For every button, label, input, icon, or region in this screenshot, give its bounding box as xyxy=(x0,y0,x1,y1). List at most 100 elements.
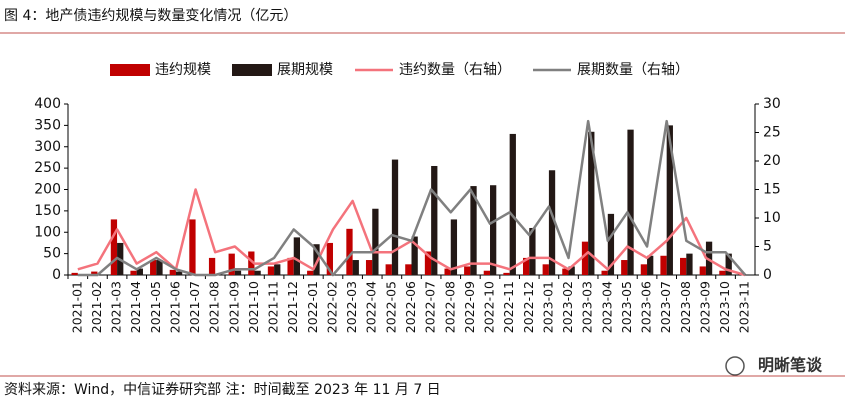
x-tick-label: 2021-07 xyxy=(187,281,202,333)
x-tick-label: 2021-09 xyxy=(226,281,241,333)
bar xyxy=(313,244,320,275)
bar xyxy=(680,257,687,275)
bar xyxy=(444,268,451,275)
bar xyxy=(71,272,78,275)
y-tick-label: 50 xyxy=(43,246,61,262)
x-tick-label: 2022-09 xyxy=(462,281,477,333)
x-tick-label: 2023-04 xyxy=(599,281,614,333)
x-tick-label: 2022-12 xyxy=(521,281,536,333)
bar xyxy=(725,253,732,275)
bar xyxy=(666,125,673,275)
bar xyxy=(130,270,137,275)
x-tick-label: 2023-08 xyxy=(678,281,693,333)
bar xyxy=(621,260,628,275)
bar xyxy=(627,129,634,275)
bar xyxy=(640,264,648,275)
legend-label: 展期数量（右轴） xyxy=(577,62,689,78)
y-tick-label: 350 xyxy=(34,117,61,133)
bar xyxy=(385,264,392,275)
bar xyxy=(542,264,549,275)
legend-swatch xyxy=(232,64,272,76)
y2-tick-label: 30 xyxy=(763,96,781,112)
x-tick-label: 2023-11 xyxy=(737,281,752,333)
legend-label: 违约数量（右轴） xyxy=(399,62,511,78)
bar xyxy=(562,268,569,275)
bar xyxy=(169,269,176,275)
x-tick-label: 2023-01 xyxy=(540,281,555,333)
bar xyxy=(248,251,255,275)
bar xyxy=(189,219,196,275)
bar xyxy=(307,270,314,275)
x-tick-label: 2022-06 xyxy=(403,281,418,333)
x-tick-label: 2021-02 xyxy=(89,281,104,333)
y-tick-label: 100 xyxy=(34,224,61,240)
x-tick-label: 2023-10 xyxy=(717,281,732,333)
y-tick-label: 250 xyxy=(34,160,61,176)
x-tick-label: 2021-10 xyxy=(246,281,261,333)
legend-label: 违约规模 xyxy=(155,62,211,78)
bar xyxy=(431,165,438,275)
bar xyxy=(391,159,399,275)
bar xyxy=(156,260,163,275)
y2-tick-label: 15 xyxy=(763,182,781,198)
bar xyxy=(647,255,654,275)
x-tick-label: 2023-05 xyxy=(619,281,634,333)
bar xyxy=(581,241,589,275)
bar xyxy=(175,271,183,275)
x-tick-label: 2022-07 xyxy=(423,281,438,333)
bar xyxy=(509,133,516,275)
bar xyxy=(411,236,418,275)
x-tick-label: 2023-07 xyxy=(658,281,673,333)
x-tick-label: 2021-12 xyxy=(285,281,300,333)
bar xyxy=(719,270,726,275)
x-tick-label: 2021-06 xyxy=(167,281,182,333)
y-tick-label: 150 xyxy=(34,203,61,219)
x-tick-label: 2023-03 xyxy=(580,281,595,333)
x-tick-label: 2022-03 xyxy=(344,281,359,333)
x-tick-label: 2022-08 xyxy=(442,281,457,333)
line-series xyxy=(77,119,747,277)
x-tick-label: 2021-05 xyxy=(148,281,163,333)
x-tick-label: 2021-01 xyxy=(69,281,84,333)
bar xyxy=(274,264,281,275)
bar xyxy=(450,219,458,275)
x-tick-label: 2022-02 xyxy=(324,281,339,333)
source-note: 资料来源：Wind，中信证券研究部 注：时间截至 2023 年 11 月 7 日 xyxy=(4,382,441,398)
bar xyxy=(352,260,359,275)
y-tick-label: 200 xyxy=(34,182,61,198)
watermark-icon xyxy=(725,356,745,376)
x-tick-label: 2021-04 xyxy=(128,281,143,333)
y-tick-label: 0 xyxy=(52,267,61,283)
bar xyxy=(483,270,491,275)
bar xyxy=(529,227,536,275)
y2-tick-label: 0 xyxy=(763,267,772,283)
bar xyxy=(503,272,510,275)
bar xyxy=(228,253,235,275)
bar xyxy=(372,208,379,275)
bar xyxy=(699,266,706,275)
y2-tick-label: 20 xyxy=(763,153,781,169)
bar xyxy=(267,266,275,275)
bar xyxy=(522,257,530,275)
bar xyxy=(287,257,294,275)
x-tick-label: 2023-06 xyxy=(639,281,654,333)
bar xyxy=(136,268,143,275)
bar xyxy=(365,260,373,275)
x-tick-label: 2023-09 xyxy=(697,281,712,333)
bar xyxy=(293,237,301,275)
bar xyxy=(490,185,497,275)
legend-label: 展期规模 xyxy=(277,62,333,78)
y2-tick-label: 25 xyxy=(763,125,781,141)
watermark: 明晰笔谈 xyxy=(758,356,823,375)
bar xyxy=(601,270,608,275)
y2-tick-label: 10 xyxy=(763,210,781,226)
bar xyxy=(91,271,98,275)
x-tick-label: 2022-05 xyxy=(383,281,398,333)
bar xyxy=(208,257,216,275)
bar xyxy=(607,213,615,275)
bar xyxy=(346,228,353,275)
bar xyxy=(405,264,412,275)
bar xyxy=(588,131,595,275)
legend-swatch xyxy=(110,64,150,76)
